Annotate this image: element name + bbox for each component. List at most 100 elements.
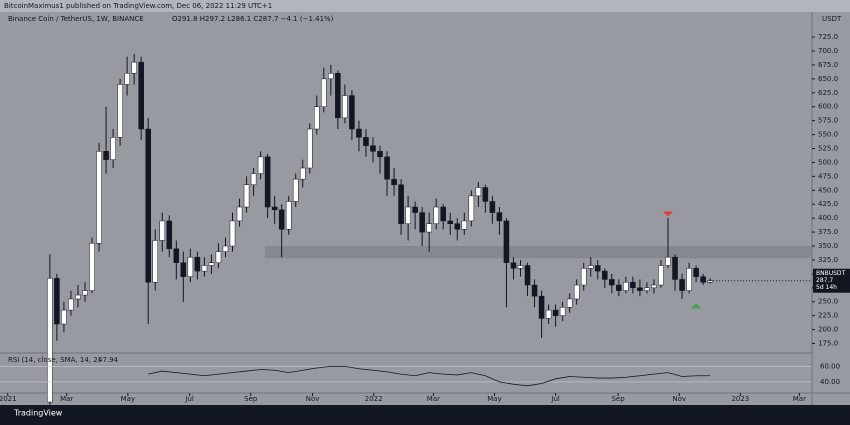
candle-body [566, 298, 573, 308]
candle-body [152, 240, 159, 283]
candle-body [314, 106, 320, 130]
candle-body [405, 206, 411, 224]
y-tick-label: 375.0 [818, 228, 838, 236]
y-tick-label: 625.0 [818, 89, 838, 97]
candle-body [623, 281, 629, 291]
candle-body [96, 151, 102, 244]
candle-body [440, 206, 447, 222]
candle-body [587, 265, 594, 269]
last-price-value: 287.7 [816, 277, 833, 284]
y-tick-label: 350.0 [818, 242, 838, 250]
candle-body [531, 284, 538, 297]
x-tick-label: 2021 [0, 395, 17, 403]
rsi-tick-label: 40.00 [820, 378, 840, 386]
candle-body [559, 307, 566, 316]
y-tick-label: 650.0 [818, 75, 838, 83]
candle-body [75, 294, 81, 300]
candle-body [131, 61, 137, 74]
candle-body [665, 256, 671, 266]
x-tick-label: Mar [793, 395, 806, 403]
candle-body [321, 78, 327, 107]
candle-body [637, 287, 643, 291]
x-tick-label: Nov [306, 395, 320, 403]
rsi-line [148, 366, 711, 387]
candle-body [208, 262, 215, 266]
candle-body [103, 151, 109, 160]
candle-body [349, 95, 355, 130]
rsi-label: RSI (14, close, SMA, 14, 2) [8, 356, 101, 364]
candle-body [243, 184, 250, 208]
candle-body [110, 137, 116, 160]
candle-body [594, 265, 601, 272]
candle-body [686, 268, 692, 291]
publisher: BitcoinMaximus1 published on TradingView… [4, 2, 272, 10]
candle-body [398, 184, 404, 224]
y-tick-label: 600.0 [818, 103, 838, 111]
candle-body [194, 256, 201, 272]
candle-body [229, 220, 236, 247]
ohlc: O291.8 H297.2 L286.1 C287.7 −4.1 (−1.41%… [172, 15, 334, 23]
rsi-last: 47.94 [98, 356, 119, 364]
candle-body [370, 145, 376, 152]
candle-body [609, 279, 615, 286]
candle-body [47, 278, 53, 403]
y-tick-label: 425.0 [818, 200, 838, 208]
signal-arrow [663, 211, 674, 217]
x-tick-label: 2023 [731, 395, 749, 403]
candle-body [700, 276, 706, 283]
candle-body [335, 73, 341, 119]
candle-body [292, 178, 299, 202]
candle-body [426, 223, 432, 233]
candle-body [482, 187, 489, 202]
candle-body [145, 128, 151, 283]
header-bar [0, 0, 850, 12]
x-tick-label: Sep [244, 395, 258, 403]
candle-body [545, 309, 552, 319]
y-tick-label: 225.0 [818, 312, 838, 320]
candle-body [264, 156, 271, 208]
candle-body [173, 248, 180, 263]
candle-body [496, 212, 503, 222]
signal-arrow [691, 303, 702, 309]
y-tick-label: 500.0 [818, 158, 838, 166]
candle-body [538, 295, 545, 319]
x-tick-label: Mar [427, 395, 440, 403]
candle-body [356, 128, 362, 138]
candle-body [82, 290, 88, 296]
candle-body [433, 206, 439, 224]
candle-body [61, 309, 67, 325]
candle-body [166, 220, 173, 250]
footer-bar [0, 405, 850, 421]
candle-body [454, 223, 461, 230]
brand: TradingView [13, 409, 63, 418]
candle-body [89, 242, 95, 291]
rsi-tick-label: 60.00 [820, 362, 840, 370]
y-tick-label: 400.0 [818, 214, 838, 222]
y-tick-label: 700.0 [818, 47, 838, 55]
candle-body [250, 173, 257, 185]
candle-body [510, 262, 517, 269]
last-price-countdown: 5d 14h [816, 284, 837, 291]
candle-body [693, 268, 699, 277]
candle-body [651, 284, 657, 289]
symbol-title: Binance Coin / TetherUS, 1W, BINANCE [8, 15, 144, 23]
candle-body [299, 167, 306, 180]
x-tick-label: May [121, 395, 135, 403]
x-tick-label: May [487, 395, 501, 403]
candle-body [475, 187, 482, 197]
candle-body [384, 156, 390, 180]
candle-body [377, 151, 383, 158]
candle-body [447, 220, 454, 224]
y-tick-label: 675.0 [818, 61, 838, 69]
candle-body [236, 206, 243, 222]
candle-body [180, 262, 187, 277]
candle-body [54, 278, 60, 325]
candle-body [306, 128, 313, 169]
y-tick-label: 475.0 [818, 172, 838, 180]
candle-body [489, 201, 496, 213]
candle-body [278, 209, 285, 230]
y-tick-label: 325.0 [818, 256, 838, 264]
candle-body [412, 206, 418, 213]
